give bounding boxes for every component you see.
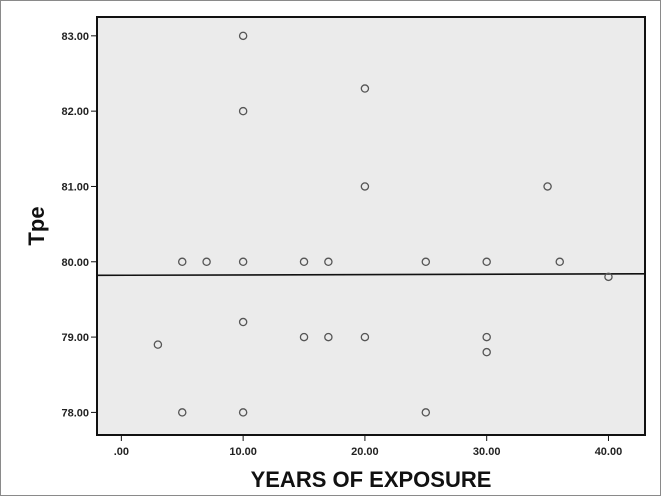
data-point	[177, 408, 187, 417]
data-point	[177, 257, 187, 267]
data-point	[360, 182, 370, 191]
data-point	[421, 257, 431, 267]
data-point	[360, 84, 370, 93]
y-tick-label: 81.00	[61, 181, 89, 193]
y-tick-label: 83.00	[61, 31, 89, 43]
data-point	[482, 257, 491, 267]
data-point	[421, 408, 431, 417]
data-point	[153, 340, 163, 349]
x-tick-label: 30.00	[473, 446, 501, 458]
y-tick-label: 80.00	[61, 257, 89, 269]
x-tick-label: 10.00	[229, 446, 257, 458]
data-point	[543, 182, 552, 191]
data-point	[202, 257, 211, 267]
data-point	[238, 408, 248, 417]
y-tick-label: 79.00	[61, 332, 89, 344]
data-point	[299, 257, 309, 267]
y-tick-label: 82.00	[61, 106, 89, 118]
data-points	[153, 31, 613, 417]
y-tick-label: 78.00	[61, 407, 89, 419]
y-axis-title: Tpe	[24, 206, 49, 245]
data-point	[238, 106, 248, 116]
data-point	[360, 332, 370, 342]
x-tick-label: 20.00	[351, 446, 379, 458]
data-point	[299, 332, 309, 342]
data-point	[324, 257, 333, 267]
data-point	[555, 257, 565, 267]
data-point	[482, 347, 491, 357]
data-point	[482, 332, 491, 342]
data-point	[324, 332, 333, 342]
x-tick-label: .00	[114, 446, 129, 458]
x-tick-label: 40.00	[595, 446, 623, 458]
plot-border	[96, 16, 646, 436]
x-axis-title: YEARS OF EXPOSURE	[251, 467, 492, 492]
data-point	[238, 257, 248, 267]
plot-area	[97, 17, 645, 435]
data-point	[604, 272, 613, 282]
x-axis-ticks: .00 10.00 20.00 30.00 40.00	[114, 435, 623, 458]
y-axis-ticks: 78.00 79.00 80.00 81.00 82.00 83.00	[61, 31, 97, 419]
fit-line	[96, 273, 646, 277]
data-point	[238, 31, 248, 41]
data-point	[238, 317, 248, 327]
